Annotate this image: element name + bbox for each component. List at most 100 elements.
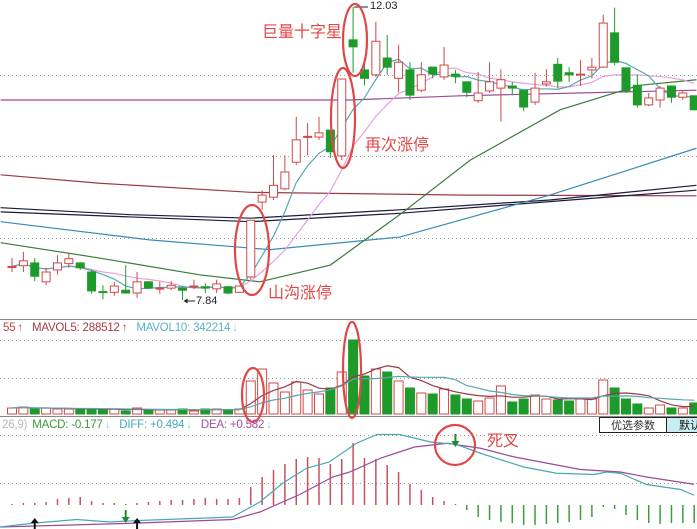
volume-bar [666,407,677,415]
volume-bar [291,381,302,415]
death-cross-circle [433,423,477,467]
candle [98,285,108,300]
candle-body [52,262,62,271]
candle-body [519,89,529,108]
limit-up-again-annotation: 再次涨停 [365,135,430,154]
candle [655,86,665,108]
candle-body [598,22,608,68]
candle-body [132,281,142,294]
candle-body [291,139,301,163]
volume-bar [450,394,461,415]
candle [223,286,233,295]
candle [530,72,540,105]
candle-body [610,32,620,63]
moving-average-line [0,184,697,219]
candle [257,190,267,210]
high-price-label: 12.03 [370,0,398,12]
volume-bar [382,371,393,415]
candle [564,67,574,82]
candle [394,44,404,93]
candle-body [576,73,585,76]
candle [75,262,85,270]
candle [519,89,529,112]
moving-average-line [0,147,697,251]
candle [507,81,517,96]
macd-value: MACD: -0.177 [32,419,103,431]
volume-bar [41,407,52,415]
candle [450,69,460,84]
candle-body [223,286,233,294]
volume-bar [689,402,697,415]
ma10-line [11,67,695,289]
candle [200,283,210,294]
vol-value: 55 [3,322,16,334]
default-button[interactable]: 默认 [666,417,697,433]
candle-body [200,286,210,289]
volume-bar [404,387,415,415]
valley-limit-up-annotation: 山沟涨停 [268,283,333,302]
candle [52,255,62,275]
mavol5-line [11,365,695,411]
macd-params: 26,9) [2,419,28,431]
volume-ellipse [240,366,266,424]
moving-average-line [0,174,697,197]
volume-bar [564,400,575,415]
volume-bar [143,409,154,415]
limit-up-again-ellipse [329,66,357,170]
candle [18,251,28,273]
candle [371,21,381,77]
candle [644,93,654,107]
candle-body [428,66,438,75]
candle-body [212,283,222,290]
moving-average-line [0,189,697,223]
candle-body [257,194,267,203]
candle [678,90,688,100]
candle [473,72,483,103]
moving-average-line [0,89,697,101]
candle-body [632,84,642,106]
candle [598,14,608,68]
volume-bar [86,408,97,415]
candle [416,62,426,93]
candle [485,62,495,94]
doji-ellipse [341,2,369,78]
volume-bar [643,407,654,415]
candle-body [621,67,631,92]
candle [143,281,153,289]
candle-body [155,287,165,290]
arrow-down-icon: ↓ [186,419,192,431]
candle-body [109,285,119,293]
price-panel [0,6,697,300]
candle [291,116,301,166]
candle-body [348,39,358,48]
candle-body [382,57,392,68]
candle-body [496,79,506,89]
volume-bar [132,407,143,415]
candle [439,46,449,80]
candle [7,258,17,273]
candle-body [314,132,324,138]
candle-body [530,87,540,103]
candle [632,74,642,108]
volume-bar [620,398,631,415]
volume-bar [609,387,620,415]
candle-body [98,291,108,294]
optimize-params-button[interactable]: 优选参数 [599,417,667,433]
candle-body [121,289,131,294]
candle-body [30,262,40,277]
arrow-down-icon: ↓ [266,419,272,431]
candle-body [87,271,97,292]
volume-bar [427,393,438,415]
candle [405,62,415,100]
candle-body [416,74,426,91]
volume-bar [325,387,336,415]
dea-value: DEA: +0.582 [200,419,265,431]
volume-bar [29,408,40,415]
candle [553,58,563,89]
volume-bar [586,398,597,415]
candle-body [280,171,290,190]
volume-bar [302,389,313,415]
volume-ellipse [341,320,363,420]
candle [576,60,585,87]
